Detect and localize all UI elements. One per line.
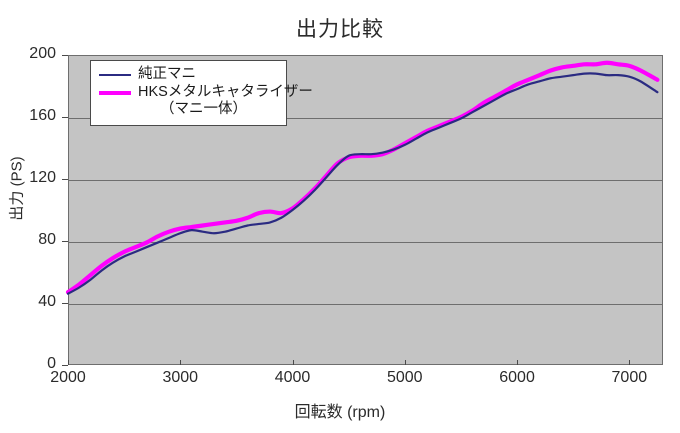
y-tick-label: 160	[29, 107, 56, 124]
x-tick-mark	[292, 360, 294, 365]
legend-item-hks[interactable]: HKSメタルキャタライザー	[99, 84, 313, 100]
gridline	[69, 118, 662, 119]
gridline	[69, 180, 662, 181]
x-tick-label: 4000	[274, 369, 311, 386]
x-axis-title: 回転数 (rpm)	[294, 404, 386, 421]
y-axis-title: 出力 (PS)	[8, 156, 26, 221]
x-tick-mark	[629, 360, 631, 365]
legend-sublabel-hks: （マニ一体）	[160, 101, 247, 118]
y-tick-label: 40	[38, 293, 56, 310]
y-tick-label: 0	[47, 355, 56, 372]
gridline	[69, 242, 662, 243]
x-tick-label: 3000	[162, 369, 199, 386]
legend-line-navy-icon	[99, 73, 131, 76]
x-tick-label: 2000	[50, 369, 86, 386]
y-tick-label: 120	[29, 169, 56, 186]
legend-swatch-navy-icon	[99, 71, 131, 79]
legend-label-hks: HKSメタルキャタライザー	[138, 84, 313, 101]
y-tick-label: 200	[29, 45, 56, 62]
chart-title: 出力比較	[296, 18, 384, 41]
x-tick-label: 5000	[386, 369, 423, 386]
gridline	[69, 304, 662, 305]
x-tick-mark	[404, 360, 406, 365]
y-tick-mark	[62, 365, 68, 366]
series-line	[65, 60, 660, 295]
legend-item-stock[interactable]: 純正マニ	[99, 66, 278, 82]
series-line	[66, 72, 659, 295]
y-tick-mark	[62, 241, 68, 242]
y-tick-mark	[62, 303, 68, 304]
y-tick-mark	[62, 55, 68, 56]
legend: 純正マニ HKSメタルキャタライザー （マニ一体）	[90, 60, 313, 126]
legend-swatch-magenta-icon	[99, 89, 131, 97]
legend-line-magenta-icon	[99, 90, 131, 95]
legend-label-stock: 純正マニ	[138, 66, 196, 82]
x-tick-mark	[517, 360, 519, 365]
y-tick-mark	[62, 117, 68, 118]
x-tick-label: 6000	[499, 369, 535, 386]
x-tick-label: 7000	[611, 369, 648, 386]
x-tick-mark	[68, 360, 69, 365]
y-tick-label: 80	[38, 231, 56, 248]
y-tick-mark	[62, 179, 68, 180]
series-lines	[65, 60, 660, 295]
x-tick-mark	[180, 360, 182, 365]
